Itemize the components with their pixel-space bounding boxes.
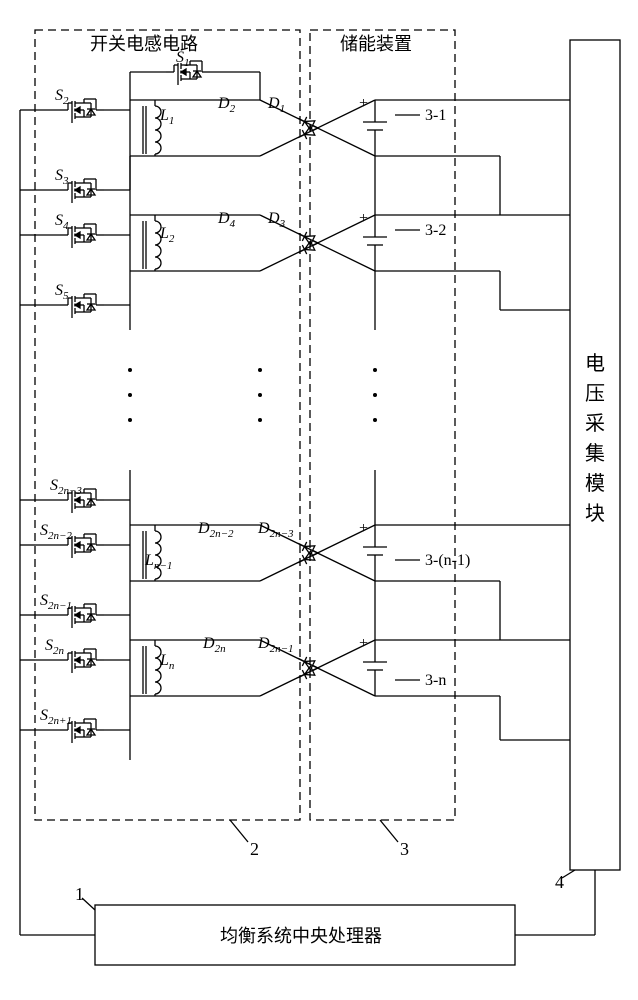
svg-text:集: 集 xyxy=(585,442,605,465)
circuit-diagram: 开关电感电路 储能装置 电 压 采 集 模 块 均衡系统中央处理器 2 3 4 … xyxy=(0,0,638,1000)
switch-s2n-1: S2n−1 xyxy=(40,592,104,628)
svg-text:3-2: 3-2 xyxy=(425,222,446,239)
svg-text:S4: S4 xyxy=(55,212,69,232)
svg-text:Ln: Ln xyxy=(159,652,175,672)
svg-text:3-(n-1): 3-(n-1) xyxy=(425,552,470,569)
svg-text:D2n−2: D2n−2 xyxy=(197,520,234,540)
svg-text:S3: S3 xyxy=(55,167,69,187)
svg-text:S2n−2: S2n−2 xyxy=(40,522,72,542)
svg-text:S5: S5 xyxy=(55,282,69,302)
title-side-vertical: 电 压 采 集 模 块 xyxy=(585,352,605,525)
num-3: 3 xyxy=(400,839,409,859)
svg-text:采: 采 xyxy=(585,412,605,435)
svg-text:S2n−3: S2n−3 xyxy=(50,477,82,497)
svg-text:压: 压 xyxy=(585,383,605,405)
cell-3-n: + 3-n xyxy=(358,635,446,689)
svg-text:模: 模 xyxy=(585,472,605,495)
switch-s2n: S2n xyxy=(45,637,104,673)
svg-text:3-1: 3-1 xyxy=(425,107,446,124)
svg-text:S2n+1: S2n+1 xyxy=(40,707,72,727)
svg-text:D2n−3: D2n−3 xyxy=(257,520,294,540)
svg-text:S2: S2 xyxy=(55,87,69,107)
switch-s2n-2: S2n−2 xyxy=(40,522,104,558)
switch-s2: S2 xyxy=(55,87,104,123)
svg-text:3-n: 3-n xyxy=(425,672,446,689)
switch-s2n-3: S2n−3 xyxy=(50,477,104,513)
diode-d1: D1 xyxy=(267,95,320,132)
title-right: 储能装置 xyxy=(340,34,412,54)
switch-s3: S3 xyxy=(55,167,104,203)
switch-s5: S5 xyxy=(55,282,104,318)
svg-text:D4: D4 xyxy=(217,210,236,230)
svg-text:电: 电 xyxy=(585,352,605,375)
inductor-ln-1: Ln−1 xyxy=(143,525,172,581)
svg-text:D2: D2 xyxy=(217,95,236,115)
svg-text:S2n−1: S2n−1 xyxy=(40,592,72,612)
box-switch-inductor xyxy=(35,30,300,820)
svg-text:+: + xyxy=(358,635,369,652)
svg-text:D2n: D2n xyxy=(202,635,226,655)
ellipsis-top xyxy=(128,368,377,422)
inductor-l2: L2 xyxy=(143,215,175,271)
svg-text:D2n−1: D2n−1 xyxy=(257,635,294,655)
switch-s2n+1: S2n+1 xyxy=(40,707,104,743)
svg-text:L2: L2 xyxy=(159,225,175,245)
svg-text:+: + xyxy=(358,95,369,112)
inductor-ln: Ln xyxy=(143,640,175,696)
num-1: 1 xyxy=(75,884,84,904)
inductor-l1: L1 xyxy=(143,100,174,156)
svg-text:+: + xyxy=(358,210,369,227)
switch-s4: S4 xyxy=(55,212,104,248)
switch-s1: S1 xyxy=(166,49,210,85)
title-bottom: 均衡系统中央处理器 xyxy=(220,926,382,946)
svg-text:块: 块 xyxy=(585,502,605,525)
num-2: 2 xyxy=(250,839,259,859)
svg-text:S2n: S2n xyxy=(45,637,65,657)
box-storage xyxy=(310,30,455,820)
svg-text:Ln−1: Ln−1 xyxy=(144,552,172,572)
diode-d3: D3 xyxy=(267,210,320,247)
svg-text:+: + xyxy=(358,520,369,537)
num-4: 4 xyxy=(555,872,564,892)
